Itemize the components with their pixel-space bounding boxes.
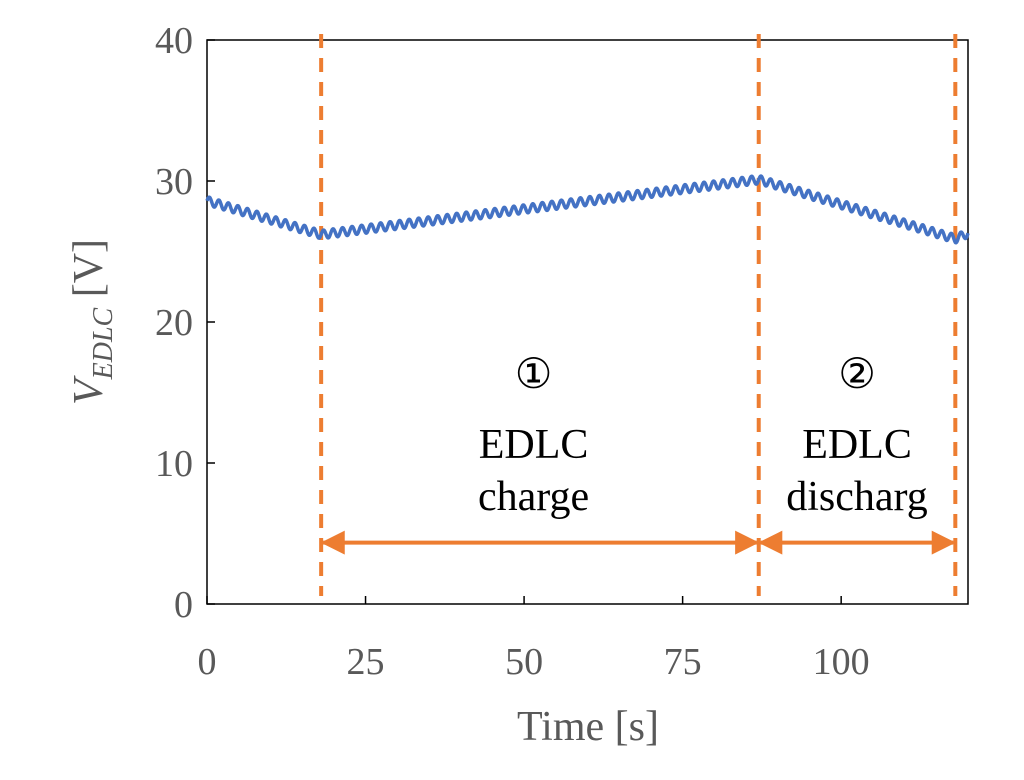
phase-label-line1-1: EDLC	[479, 422, 589, 468]
y-tick-label-4: 40	[155, 20, 193, 62]
x-tick-label-3: 75	[664, 641, 702, 683]
x-tick-label-2: 50	[505, 641, 543, 683]
plot-area	[206, 39, 969, 605]
x-tick-label-4: 100	[813, 641, 870, 683]
annotation-layer: ① EDLC charge ② EDLC discharg	[478, 352, 928, 520]
x-tick-label-0: 0	[198, 641, 217, 683]
phase-label-line1-2: EDLC	[802, 422, 912, 468]
phase-label-line2-1: charge	[478, 474, 589, 520]
y-tick-label-1: 10	[155, 443, 193, 485]
phase-label-line2-2: discharg	[786, 474, 928, 520]
phase-number-2: ②	[838, 352, 876, 398]
y-axis-title: VEDLC [V]	[66, 239, 119, 405]
phase-number-1: ①	[515, 352, 553, 398]
y-tick-label-3: 30	[155, 161, 193, 203]
y-axis-title-unit: [V]	[66, 239, 112, 308]
marker-layer	[319, 34, 958, 596]
y-axis-title-subscript: EDLC	[88, 307, 119, 380]
tick-layer: 0 25 50 75 100 0 10 20 30 40	[155, 20, 870, 683]
x-axis-title: Time [s]	[517, 704, 659, 750]
y-axis-title-main: V	[66, 375, 112, 405]
series-line-0	[205, 174, 970, 245]
y-tick-label-2: 20	[155, 302, 193, 344]
series-layer	[205, 174, 970, 245]
x-tick-label-1: 25	[347, 641, 385, 683]
y-tick-label-0: 0	[174, 584, 193, 626]
